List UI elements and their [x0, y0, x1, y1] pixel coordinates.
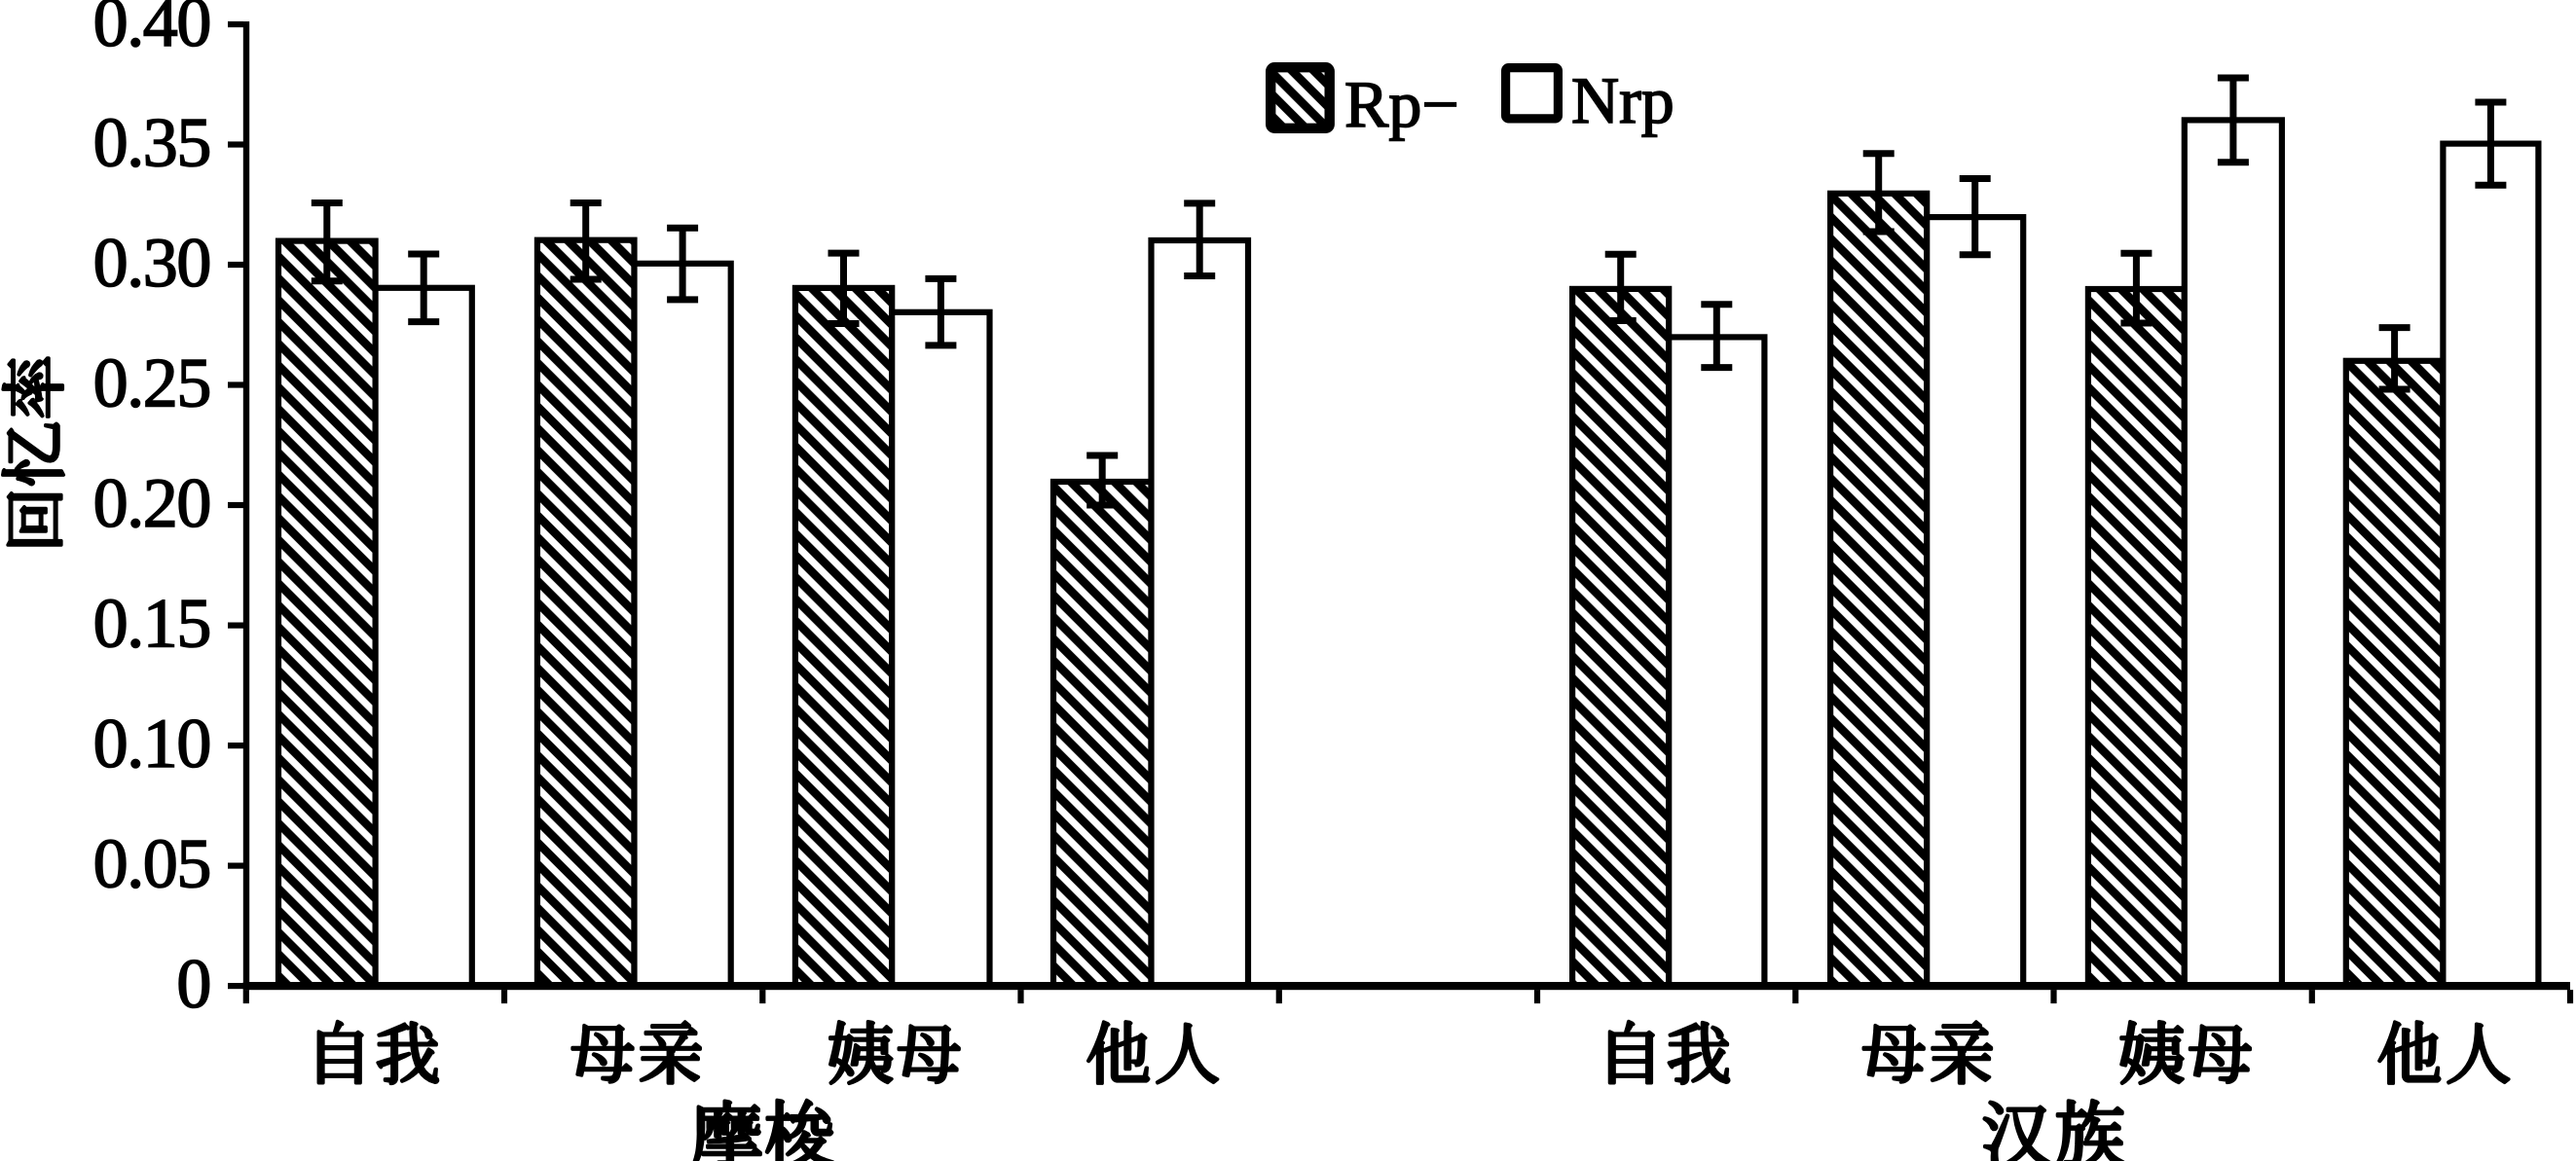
svg-text:0.05: 0.05: [93, 824, 210, 902]
svg-text:0: 0: [176, 945, 210, 1023]
svg-text:0.25: 0.25: [93, 344, 210, 421]
svg-text:Nrp: Nrp: [1571, 63, 1674, 137]
svg-text:0.40: 0.40: [93, 0, 210, 61]
svg-text:0.35: 0.35: [93, 103, 210, 181]
svg-text:Rp−: Rp−: [1344, 67, 1459, 141]
svg-text:0.10: 0.10: [93, 705, 210, 782]
svg-text:0.30: 0.30: [93, 224, 210, 302]
svg-text:0.15: 0.15: [93, 584, 210, 662]
svg-text:0.20: 0.20: [93, 464, 210, 542]
